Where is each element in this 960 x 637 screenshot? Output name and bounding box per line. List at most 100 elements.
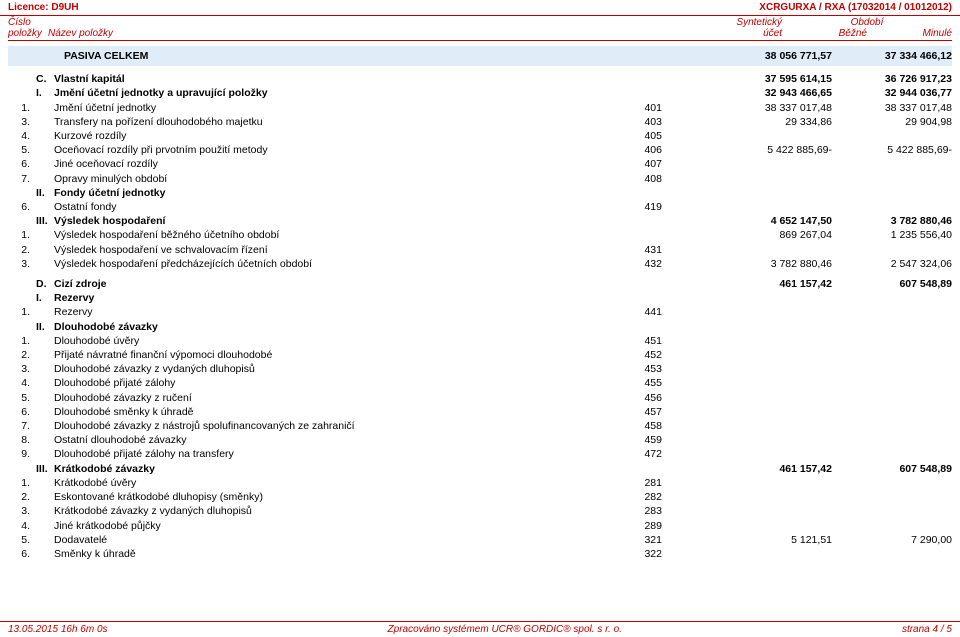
row-v2: 29 904,98 [832, 115, 952, 129]
row-lvl [36, 143, 54, 157]
table-row: 3.Transfery na pořízení dlouhodobého maj… [8, 115, 952, 129]
code-label: XCRGURXA / RXA (17032014 / 01012012) [759, 2, 952, 13]
row-lvl: I. [36, 86, 54, 100]
row-acct: 405 [577, 129, 662, 143]
row-v1 [662, 157, 832, 171]
row-v1: 5 422 885,69- [662, 143, 832, 157]
row-acct: 289 [577, 519, 662, 533]
row-v1 [662, 447, 832, 461]
row-lvl: III. [36, 214, 54, 228]
row-name: Dlouhodobé přijaté zálohy [54, 376, 577, 390]
row-lvl [36, 49, 54, 63]
row-name: Dlouhodobé závazky z ručení [54, 391, 577, 405]
row-acct: 406 [577, 143, 662, 157]
row-lvl [36, 504, 54, 518]
row-name: Kurzové rozdíly [54, 129, 577, 143]
row-num: 2. [8, 243, 36, 257]
row-v1: 29 334,86 [662, 115, 832, 129]
row-acct [577, 72, 662, 86]
table-row: 4.Kurzové rozdíly405 [8, 129, 952, 143]
row-v2: 3 782 880,46 [832, 214, 952, 228]
row-num: 8. [8, 433, 36, 447]
row-acct: 472 [577, 447, 662, 461]
table-row: II.Dlouhodobé závazky [8, 320, 952, 334]
table-row: 2.Eskontované krátkodobé dluhopisy (směn… [8, 490, 952, 504]
table-row: 2.Výsledek hospodaření ve schvalovacím ř… [8, 243, 952, 257]
row-lvl [36, 519, 54, 533]
row-acct: 322 [577, 547, 662, 561]
row-name: Jmění účetní jednotky a upravující polož… [54, 86, 577, 100]
colhdr-obdobi: Období [782, 17, 952, 28]
row-num: 1. [8, 228, 36, 242]
row-num: 6. [8, 157, 36, 171]
table-row: 3.Dlouhodobé závazky z vydaných dluhopis… [8, 362, 952, 376]
row-name: Vlastní kapitál [54, 72, 577, 86]
row-v2 [832, 490, 952, 504]
row-acct [577, 186, 662, 200]
row-lvl [36, 200, 54, 214]
row-v2 [832, 447, 952, 461]
table-row: 1. Výsledek hospodaření běžného účetního … [8, 228, 952, 242]
row-v1 [662, 320, 832, 334]
row-num: 6. [8, 547, 36, 561]
table-row: I.Jmění účetní jednotky a upravující pol… [8, 86, 952, 100]
row-v1: 3 782 880,46 [662, 257, 832, 271]
row-acct: 401 [577, 101, 662, 115]
row-acct: 282 [577, 490, 662, 504]
row-lvl [36, 305, 54, 319]
row-name: PASIVA CELKEM [54, 49, 577, 63]
row-num: 3. [8, 504, 36, 518]
row-lvl [36, 243, 54, 257]
footer-page: strana 4 / 5 [902, 624, 952, 635]
row-acct [577, 49, 662, 63]
row-v1 [662, 291, 832, 305]
row-lvl [36, 433, 54, 447]
row-lvl [36, 533, 54, 547]
table-row: I.Rezervy [8, 291, 952, 305]
row-v2 [832, 476, 952, 490]
row-num: 5. [8, 143, 36, 157]
table-row: 7.Dlouhodobé závazky z nástrojů spolufin… [8, 419, 952, 433]
row-v2 [832, 376, 952, 390]
row-name: Dlouhodobé směnky k úhradě [54, 405, 577, 419]
row-acct [577, 320, 662, 334]
row-v1: 461 157,42 [662, 462, 832, 476]
colhdr-blank [48, 17, 697, 28]
row-acct: 431 [577, 243, 662, 257]
row-v2: 1 235 556,40 [832, 228, 952, 242]
row-v1 [662, 405, 832, 419]
row-acct: 452 [577, 348, 662, 362]
table-row: 9.Dlouhodobé přijaté zálohy na transfery… [8, 447, 952, 461]
row-v2 [832, 200, 952, 214]
row-num: 1. [8, 334, 36, 348]
table-row: 1.Rezervy441 [8, 305, 952, 319]
row-v1 [662, 547, 832, 561]
table-row: III.Výsledek hospodaření4 652 147,503 78… [8, 214, 952, 228]
row-v1: 869 267,04 [662, 228, 832, 242]
row-name: Transfery na pořízení dlouhodobého majet… [54, 115, 577, 129]
row-acct [577, 462, 662, 476]
row-num [8, 72, 36, 86]
row-v1: 5 121,51 [662, 533, 832, 547]
row-v1 [662, 305, 832, 319]
colhdr-cislo: Číslo [8, 17, 48, 28]
row-v2: 38 337 017,48 [832, 101, 952, 115]
row-acct [577, 86, 662, 100]
row-num: 6. [8, 405, 36, 419]
row-name: Jmění účetní jednotky [54, 101, 577, 115]
colhdr-bezne: Běžné [782, 28, 867, 39]
table-row: 5.Oceňovací rozdíly při prvotním použití… [8, 143, 952, 157]
row-v1 [662, 243, 832, 257]
row-num: 3. [8, 362, 36, 376]
row-name: Výsledek hospodaření běžného účetního ob… [54, 228, 577, 242]
row-v2: 32 944 036,77 [832, 86, 952, 100]
row-acct: 281 [577, 476, 662, 490]
row-lvl [36, 257, 54, 271]
row-lvl [36, 157, 54, 171]
row-v1 [662, 172, 832, 186]
row-name: Rezervy [54, 305, 577, 319]
colhdr-nazev: Název položky [48, 28, 697, 39]
row-v1: 461 157,42 [662, 277, 832, 291]
row-v2: 2 547 324,06 [832, 257, 952, 271]
row-v1 [662, 476, 832, 490]
